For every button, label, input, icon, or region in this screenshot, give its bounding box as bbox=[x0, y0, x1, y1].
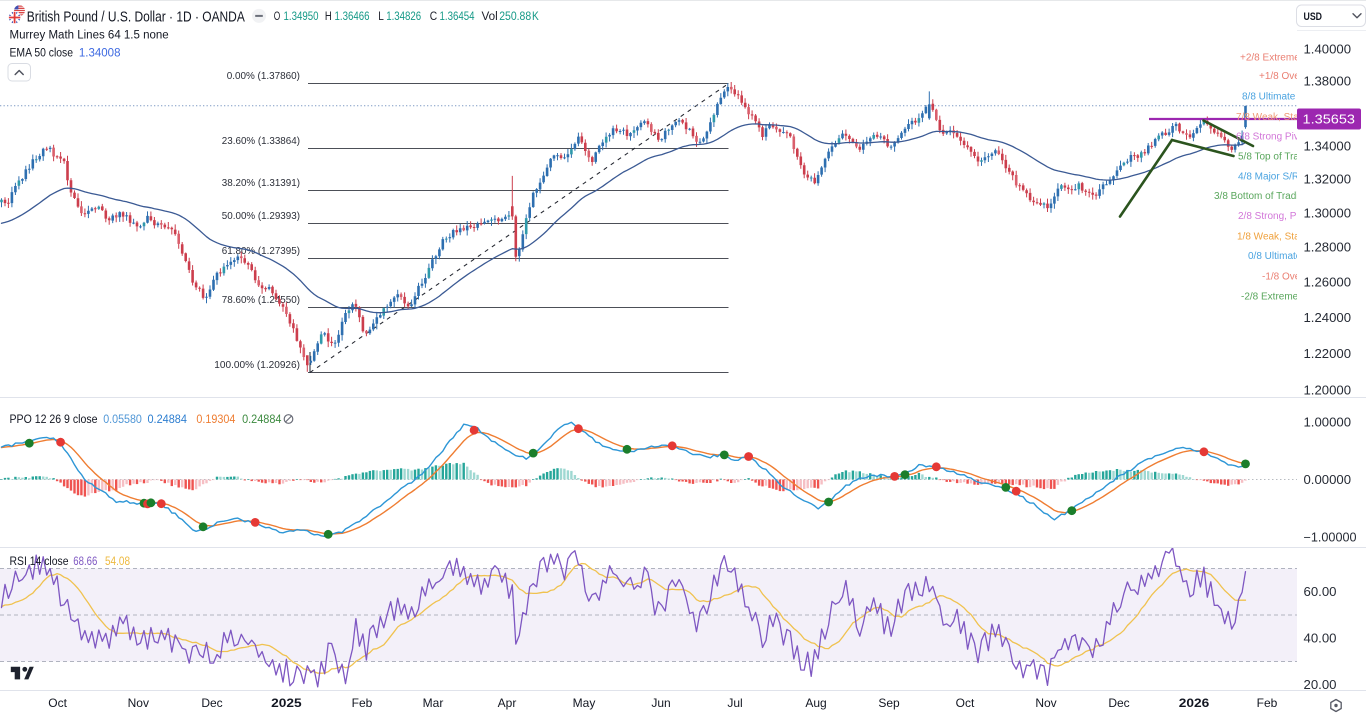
svg-text:Dec: Dec bbox=[201, 696, 222, 710]
svg-text:L: L bbox=[378, 11, 384, 23]
svg-text:Jul: Jul bbox=[727, 696, 742, 710]
svg-text:1.26000: 1.26000 bbox=[1304, 275, 1352, 289]
svg-text:2026: 2026 bbox=[1179, 696, 1210, 710]
svg-text:O: O bbox=[274, 11, 281, 23]
svg-text:1.22000: 1.22000 bbox=[1304, 347, 1352, 361]
svg-text:Vol: Vol bbox=[482, 11, 498, 23]
svg-text:May: May bbox=[573, 696, 596, 710]
svg-text:6/8 Strong Pivot, Reverse: 6/8 Strong Pivot, Reverse bbox=[1236, 132, 1350, 143]
svg-text:RSI 14 close: RSI 14 close bbox=[10, 556, 69, 568]
svg-text:1.30000: 1.30000 bbox=[1304, 206, 1352, 220]
svg-text:Dec: Dec bbox=[1108, 696, 1129, 710]
svg-text:78.60% (1.24550): 78.60% (1.24550) bbox=[222, 294, 300, 306]
svg-text:Oct: Oct bbox=[956, 696, 975, 710]
svg-text:C: C bbox=[430, 11, 437, 23]
svg-text:USD: USD bbox=[1304, 11, 1323, 23]
svg-text:0.24884: 0.24884 bbox=[148, 414, 188, 426]
svg-text:100.00% (1.20926): 100.00% (1.20926) bbox=[214, 359, 300, 371]
svg-text:Apr: Apr bbox=[498, 696, 517, 710]
svg-text:Nov: Nov bbox=[128, 696, 149, 710]
svg-text:0.05580: 0.05580 bbox=[103, 414, 142, 426]
svg-text:23.60% (1.33864): 23.60% (1.33864) bbox=[222, 135, 300, 147]
svg-text:K: K bbox=[532, 11, 539, 23]
svg-text:50.00% (1.29393): 50.00% (1.29393) bbox=[222, 210, 300, 222]
svg-text:0.00% (1.37860): 0.00% (1.37860) bbox=[227, 70, 300, 82]
svg-text:British Pound / U.S. Dollar ·: British Pound / U.S. Dollar · 1D · OANDA bbox=[27, 8, 245, 25]
svg-text:0/8 Ultimate Support: 0/8 Ultimate Support bbox=[1248, 251, 1339, 262]
svg-text:3/8 Bottom of Trading Range: 3/8 Bottom of Trading Range bbox=[1214, 191, 1342, 202]
svg-text:1.36466: 1.36466 bbox=[335, 11, 370, 23]
svg-text:+1/8 Overshoot: +1/8 Overshoot bbox=[1259, 71, 1328, 82]
svg-text:1.00000: 1.00000 bbox=[1304, 415, 1352, 429]
svg-text:2/8 Strong, Pivot Reverse: 2/8 Strong, Pivot Reverse bbox=[1238, 211, 1352, 222]
svg-text:250.88: 250.88 bbox=[499, 11, 531, 23]
svg-text:1.36454: 1.36454 bbox=[440, 11, 476, 23]
svg-text:68.66: 68.66 bbox=[73, 556, 97, 568]
svg-text:1.35653: 1.35653 bbox=[1303, 113, 1356, 127]
svg-text:−1.00000: −1.00000 bbox=[1304, 530, 1357, 544]
svg-text:5/8 Top of Trading Range: 5/8 Top of Trading Range bbox=[1238, 152, 1351, 163]
svg-text:+2/8 Extreme Overshoot: +2/8 Extreme Overshoot bbox=[1240, 53, 1349, 64]
svg-text:0.19304: 0.19304 bbox=[196, 414, 236, 426]
svg-text:PPO 12 26 9 close: PPO 12 26 9 close bbox=[10, 414, 98, 426]
svg-text:Feb: Feb bbox=[1257, 696, 1278, 710]
svg-text:Feb: Feb bbox=[352, 696, 373, 710]
svg-text:Oct: Oct bbox=[48, 696, 67, 710]
svg-text:1.34008: 1.34008 bbox=[79, 47, 121, 59]
svg-text:1.40000: 1.40000 bbox=[1304, 43, 1352, 57]
svg-text:Sep: Sep bbox=[878, 696, 900, 710]
svg-text:1/8 Weak, Stall and Reverse: 1/8 Weak, Stall and Reverse bbox=[1237, 231, 1364, 242]
svg-text:Jun: Jun bbox=[651, 696, 670, 710]
svg-text:20.00: 20.00 bbox=[1304, 678, 1337, 692]
svg-text:40.00: 40.00 bbox=[1304, 632, 1337, 646]
svg-text:1.34000: 1.34000 bbox=[1304, 139, 1352, 153]
svg-text:0.24884: 0.24884 bbox=[242, 414, 282, 426]
svg-text:Nov: Nov bbox=[1035, 696, 1056, 710]
svg-text:8/8 Ultimate Resistance: 8/8 Ultimate Resistance bbox=[1242, 92, 1348, 103]
svg-text:Mar: Mar bbox=[423, 696, 444, 710]
svg-text:60.00: 60.00 bbox=[1304, 585, 1337, 599]
svg-text:H: H bbox=[325, 11, 332, 23]
svg-text:1.34950: 1.34950 bbox=[284, 11, 319, 23]
svg-text:4/8 Major S/R Pivot: 4/8 Major S/R Pivot bbox=[1238, 171, 1324, 182]
svg-text:Aug: Aug bbox=[805, 696, 826, 710]
svg-text:1.28000: 1.28000 bbox=[1304, 241, 1352, 255]
svg-text:Murrey Math Lines 64 1.5 none: Murrey Math Lines 64 1.5 none bbox=[10, 29, 169, 41]
svg-text:EMA 50 close: EMA 50 close bbox=[10, 47, 74, 59]
svg-text:1.24000: 1.24000 bbox=[1304, 311, 1352, 325]
svg-text:7/8 Weak, Stall and Reverse: 7/8 Weak, Stall and Reverse bbox=[1236, 112, 1363, 123]
svg-text:1.34826: 1.34826 bbox=[386, 11, 421, 23]
svg-text:54.08: 54.08 bbox=[105, 556, 130, 568]
svg-text:0.00000: 0.00000 bbox=[1304, 473, 1352, 487]
svg-text:2025: 2025 bbox=[271, 696, 302, 710]
svg-text:1.38000: 1.38000 bbox=[1304, 74, 1352, 88]
svg-text:-1/8 Overshoot: -1/8 Overshoot bbox=[1262, 271, 1328, 282]
svg-text:38.20% (1.31391): 38.20% (1.31391) bbox=[222, 177, 300, 189]
svg-text:-2/8 Extreme Overshoot: -2/8 Extreme Overshoot bbox=[1241, 291, 1347, 302]
svg-text:1.20000: 1.20000 bbox=[1304, 383, 1352, 397]
svg-text:1.32000: 1.32000 bbox=[1304, 173, 1352, 187]
